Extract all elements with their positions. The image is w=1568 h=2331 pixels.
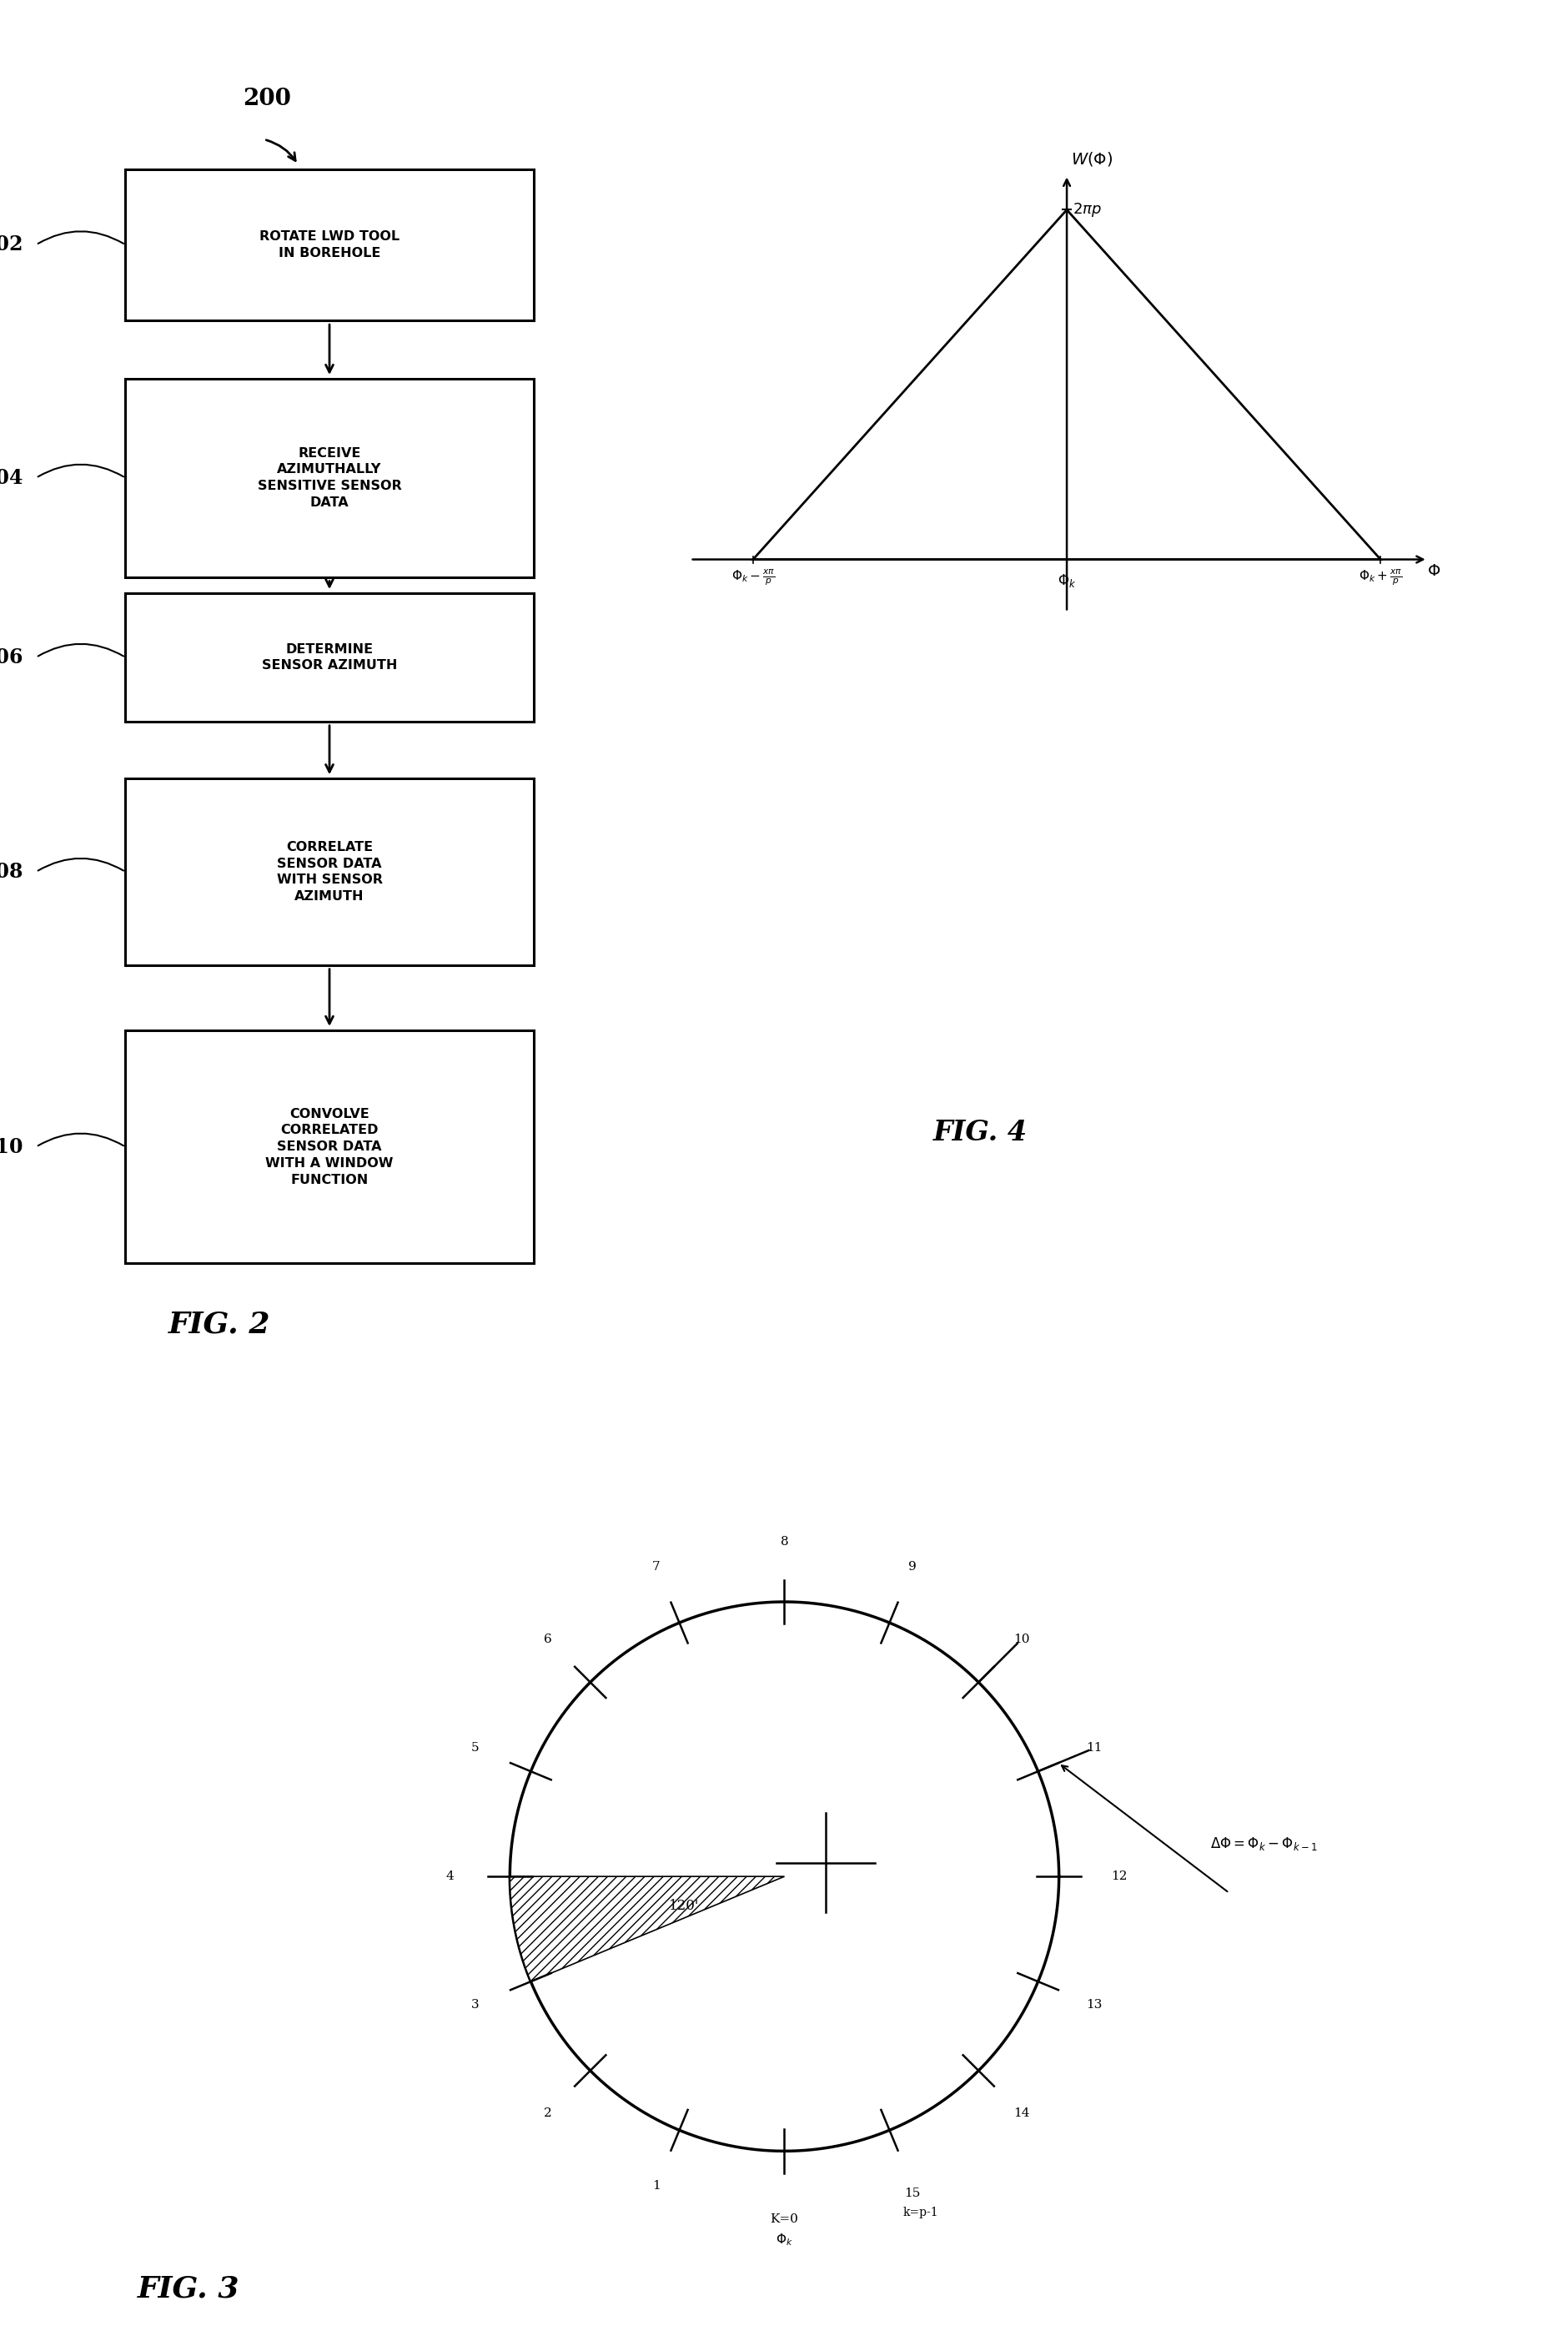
Text: 3: 3 (470, 1998, 478, 2012)
Text: $\Phi$: $\Phi$ (1427, 564, 1439, 578)
Text: 206: 206 (0, 648, 24, 667)
Text: 4: 4 (445, 1869, 453, 1883)
Polygon shape (510, 1876, 784, 1981)
Text: $\Phi_k-\frac{x\pi}{p}$: $\Phi_k-\frac{x\pi}{p}$ (731, 569, 775, 587)
Text: k=p-1: k=p-1 (903, 2207, 938, 2219)
Text: 204: 204 (0, 469, 24, 487)
Text: 9: 9 (908, 1562, 916, 1573)
Text: $\Phi_k$: $\Phi_k$ (1057, 571, 1076, 590)
Text: 208: 208 (0, 862, 24, 881)
Text: DETERMINE
SENSOR AZIMUTH: DETERMINE SENSOR AZIMUTH (262, 643, 397, 671)
Text: 15: 15 (905, 2189, 920, 2200)
Text: 10: 10 (1013, 1634, 1029, 1646)
Text: FIG. 2: FIG. 2 (168, 1310, 271, 1338)
Text: $\Delta\Phi=\Phi_k-\Phi_{k-1}$: $\Delta\Phi=\Phi_k-\Phi_{k-1}$ (1209, 1834, 1317, 1851)
Text: 1: 1 (652, 2179, 660, 2191)
Text: $W(\Phi)$: $W(\Phi)$ (1071, 149, 1112, 168)
Text: $\Phi_k$: $\Phi_k$ (776, 2233, 792, 2247)
Text: 200: 200 (243, 89, 292, 110)
Bar (125, 170, 533, 322)
Text: K=0: K=0 (770, 2212, 798, 2224)
Text: 14: 14 (1013, 2107, 1029, 2119)
Text: FIG. 3: FIG. 3 (136, 2275, 240, 2303)
Bar (125, 1030, 533, 1263)
Text: 8: 8 (779, 1536, 789, 1548)
Text: ROTATE LWD TOOL
IN BOREHOLE: ROTATE LWD TOOL IN BOREHOLE (259, 231, 400, 259)
Text: 7: 7 (652, 1562, 660, 1573)
Text: $\Phi_k+\frac{x\pi}{p}$: $\Phi_k+\frac{x\pi}{p}$ (1358, 569, 1402, 587)
Text: 11: 11 (1085, 1741, 1101, 1755)
Text: 5: 5 (470, 1741, 478, 1755)
Text: CONVOLVE
CORRELATED
SENSOR DATA
WITH A WINDOW
FUNCTION: CONVOLVE CORRELATED SENSOR DATA WITH A W… (265, 1107, 394, 1186)
Bar (125, 594, 533, 723)
Text: $2\pi p$: $2\pi p$ (1073, 200, 1101, 219)
Text: 202: 202 (0, 235, 24, 254)
Bar (125, 380, 533, 576)
Text: 6: 6 (543, 1634, 552, 1646)
Text: 120': 120' (670, 1900, 699, 1914)
Text: FIG. 4: FIG. 4 (933, 1119, 1027, 1147)
Text: 2: 2 (543, 2107, 552, 2119)
Text: 13: 13 (1085, 1998, 1101, 2012)
Text: CORRELATE
SENSOR DATA
WITH SENSOR
AZIMUTH: CORRELATE SENSOR DATA WITH SENSOR AZIMUT… (276, 841, 383, 902)
Text: RECEIVE
AZIMUTHALLY
SENSITIVE SENSOR
DATA: RECEIVE AZIMUTHALLY SENSITIVE SENSOR DAT… (257, 448, 401, 508)
Text: 12: 12 (1110, 1869, 1127, 1883)
Text: 210: 210 (0, 1138, 24, 1156)
Bar (125, 779, 533, 965)
